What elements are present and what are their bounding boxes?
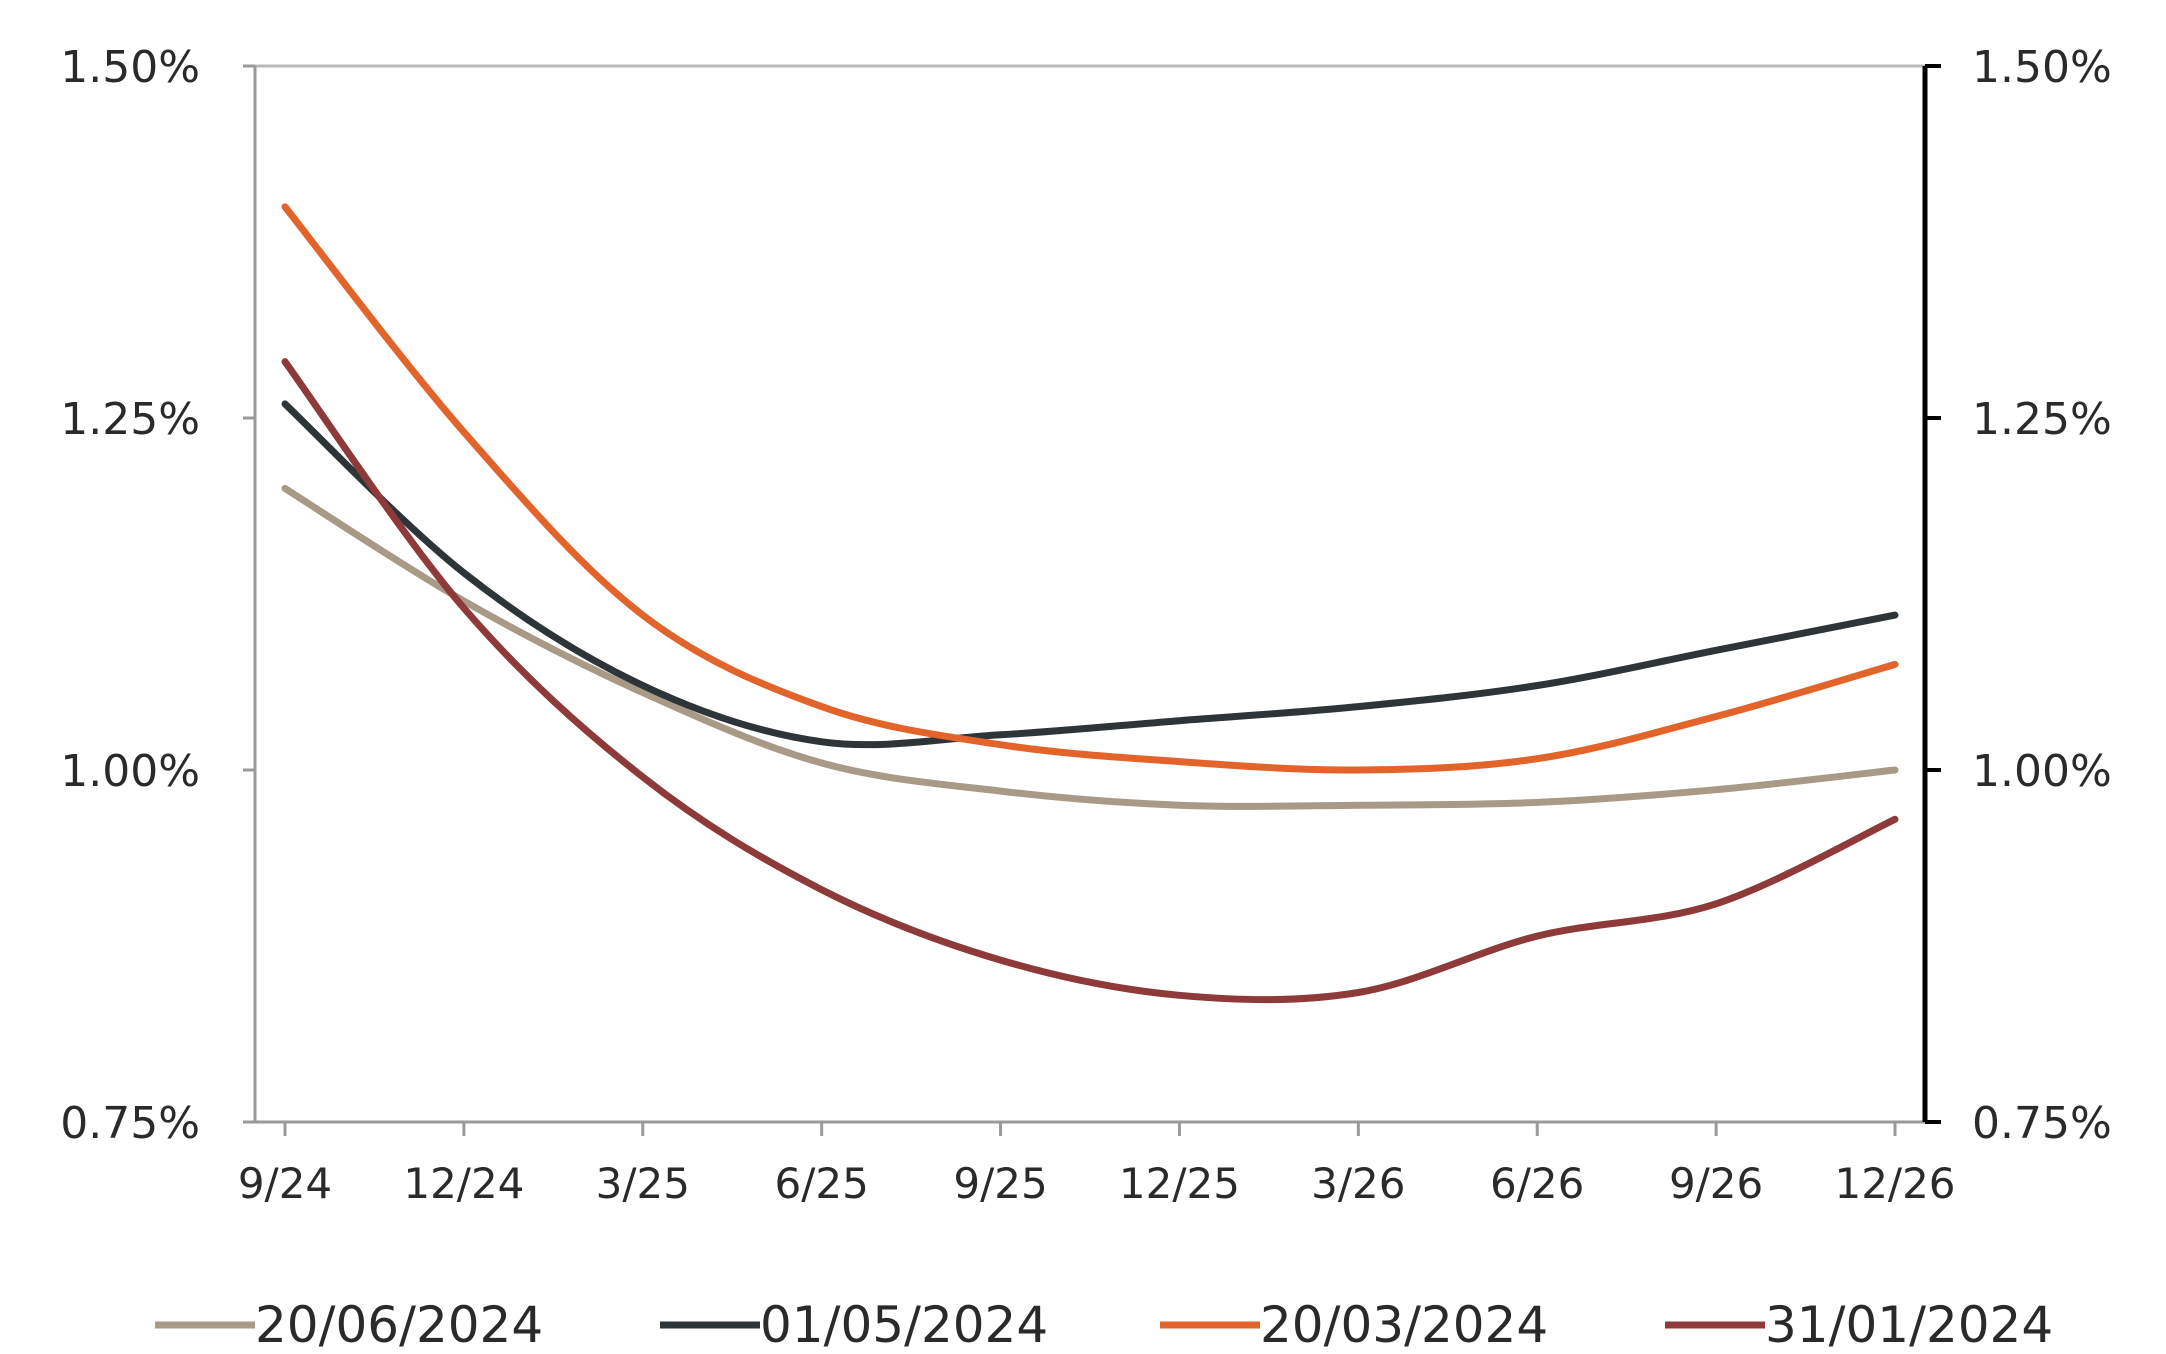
x-tick-label: 12/24 <box>403 1159 524 1208</box>
series-line-2 <box>281 400 1899 749</box>
legend-label: 01/05/2024 <box>760 1296 1048 1354</box>
y-tick-label-left: 0.75% <box>60 1098 200 1149</box>
series-line-4 <box>281 358 1899 1004</box>
legend-item: 20/06/2024 <box>155 1296 543 1354</box>
x-tick-label: 12/26 <box>1834 1159 1955 1208</box>
legend-label: 20/06/2024 <box>255 1296 543 1354</box>
series-line-1 <box>281 484 1899 810</box>
x-tick-label: 6/25 <box>775 1159 869 1208</box>
y-tick-label-left: 1.00% <box>60 746 200 797</box>
x-tick-label: 9/24 <box>238 1159 332 1208</box>
x-tick-label: 6/26 <box>1490 1159 1584 1208</box>
legend-label: 31/01/2024 <box>1765 1296 2053 1354</box>
y-tick-label-right: 1.00% <box>1972 746 2112 797</box>
legend-item: 20/03/2024 <box>1160 1296 1548 1354</box>
legend: 20/06/2024 01/05/2024 20/03/2024 31/01/2024 <box>155 1296 2053 1354</box>
series-lines <box>281 203 1899 1004</box>
y-tick-label-left: 1.50% <box>60 42 200 93</box>
axes <box>253 64 1928 1124</box>
x-axis-ticks: 9/24 12/24 3/25 6/25 9/25 12/25 3/26 6/26 9/26 12… <box>238 1122 1956 1208</box>
legend-item: 01/05/2024 <box>660 1296 1048 1354</box>
legend-item: 31/01/2024 <box>1665 1296 2053 1354</box>
x-tick-label: 3/26 <box>1311 1159 1405 1208</box>
x-tick-label: 9/25 <box>953 1159 1047 1208</box>
x-tick-label: 12/25 <box>1119 1159 1240 1208</box>
y-tick-label-right: 1.25% <box>1972 394 2112 445</box>
legend-label: 20/03/2024 <box>1260 1296 1548 1354</box>
y-axis-right-ticks: 0.75% 1.00% 1.25% 1.50% <box>1925 42 2112 1149</box>
y-axis-left-ticks: 0.75% 1.00% 1.25% 1.50% <box>60 42 255 1149</box>
y-tick-label-right: 1.50% <box>1972 42 2112 93</box>
x-tick-label: 3/25 <box>596 1159 690 1208</box>
y-tick-label-right: 0.75% <box>1972 1098 2112 1149</box>
series-line-3 <box>281 203 1899 774</box>
x-tick-label: 9/26 <box>1669 1159 1763 1208</box>
y-tick-label-left: 1.25% <box>60 394 200 445</box>
